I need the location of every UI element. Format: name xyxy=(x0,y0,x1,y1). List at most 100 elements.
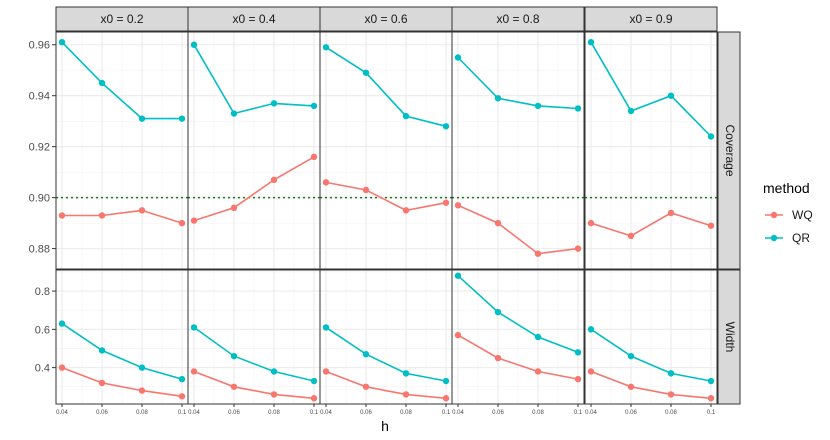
facet-panel: 0.04 0.06 0.08 0.1 xyxy=(187,269,321,416)
data-point-wq xyxy=(574,375,582,383)
data-point-wq xyxy=(667,209,675,217)
facet-strip-column xyxy=(451,6,585,32)
series-line-qr xyxy=(457,275,579,354)
data-point-wq xyxy=(230,204,238,212)
data-point-wq xyxy=(138,207,146,214)
data-point-qr xyxy=(362,69,370,76)
plot-area: x0 = 0.2 x0 = 0.4 x0 = 0.6 x0 = 0.8 x0 = 0.9… xyxy=(29,6,741,416)
data-point-qr xyxy=(362,351,370,358)
x-tick-label: 0.1 xyxy=(574,410,583,416)
data-point-qr xyxy=(494,95,502,102)
facet-panel: 0.04 0.06 0.08 0.1 xyxy=(319,269,453,416)
series-line-wq xyxy=(61,366,183,398)
data-point-qr xyxy=(270,368,278,375)
data-point-wq xyxy=(362,186,370,194)
data-point-qr xyxy=(442,123,450,130)
x-tick-label: 0.04 xyxy=(188,410,200,416)
data-point-wq xyxy=(454,331,462,339)
x-tick-label: 0.06 xyxy=(96,410,108,416)
x-tick-label: 0.08 xyxy=(665,410,677,416)
data-point-wq xyxy=(707,222,715,229)
facet-panel: 0.04 0.06 0.08 0.1 xyxy=(584,269,718,416)
x-tick-label: 0.06 xyxy=(228,410,240,416)
data-point-qr xyxy=(138,364,146,371)
facet-panel xyxy=(319,31,453,270)
facet-strip-column xyxy=(319,6,453,32)
data-point-wq xyxy=(190,217,198,224)
y-tick-label: 0.96 xyxy=(29,40,50,52)
data-point-qr xyxy=(494,308,502,316)
data-point-qr xyxy=(667,370,675,377)
data-point-wq xyxy=(442,395,450,402)
data-point-wq xyxy=(627,383,635,390)
data-point-qr xyxy=(230,110,238,117)
series-line-wq xyxy=(590,370,712,400)
legend-entry-label: WQ xyxy=(792,208,813,222)
data-point-qr xyxy=(587,38,595,46)
data-point-qr xyxy=(707,377,715,385)
data-point-qr xyxy=(190,324,198,331)
y-tick-label: 0.92 xyxy=(29,142,50,154)
data-point-wq xyxy=(707,395,715,402)
data-point-qr xyxy=(667,92,675,99)
facet-strip-column-label: x0 = 0.6 xyxy=(364,12,407,26)
series-line-qr xyxy=(193,44,315,115)
legend-key-point xyxy=(770,211,778,219)
data-point-wq xyxy=(627,232,635,240)
x-tick-label: 0.04 xyxy=(56,410,68,416)
facet-panel xyxy=(584,31,718,270)
data-point-qr xyxy=(534,102,542,110)
data-point-wq xyxy=(58,212,66,219)
facet-strip-column-label: x0 = 0.8 xyxy=(496,12,539,26)
data-point-wq xyxy=(98,379,106,387)
data-point-wq xyxy=(98,212,106,219)
data-point-wq xyxy=(270,176,278,184)
facet-strip-column xyxy=(187,6,321,32)
facet-strip-column-label: x0 = 0.4 xyxy=(232,12,275,26)
facet-panel: 0.04 0.06 0.08 0.1 xyxy=(451,269,585,416)
data-point-qr xyxy=(322,44,330,51)
data-point-wq xyxy=(402,391,410,398)
y-tick-label: 0.88 xyxy=(29,244,50,256)
data-point-wq xyxy=(138,387,146,394)
legend: method WQ QR xyxy=(763,180,813,245)
data-point-qr xyxy=(707,133,715,140)
x-tick-label: 0.08 xyxy=(136,410,148,416)
data-point-wq xyxy=(58,364,66,371)
x-tick-label: 0.04 xyxy=(452,410,464,416)
y-tick-label: 0.8 xyxy=(35,286,50,298)
x-tick-label: 0.1 xyxy=(178,410,187,416)
x-tick-label: 0.04 xyxy=(320,410,332,416)
data-point-qr xyxy=(190,41,198,48)
series-line-wq xyxy=(325,181,447,212)
facet-panel xyxy=(187,31,321,270)
data-point-qr xyxy=(178,115,186,122)
data-point-wq xyxy=(402,207,410,214)
facet-strip-row-label: Width xyxy=(723,322,737,353)
data-point-qr xyxy=(310,102,318,110)
data-point-qr xyxy=(322,324,330,331)
facet-panel xyxy=(451,31,585,270)
series-line-qr xyxy=(457,56,579,110)
data-point-qr xyxy=(98,79,106,87)
data-point-qr xyxy=(454,54,462,61)
data-point-wq xyxy=(494,354,502,362)
data-point-wq xyxy=(494,219,502,227)
data-point-qr xyxy=(574,105,582,112)
data-point-qr xyxy=(454,272,462,279)
data-point-qr xyxy=(442,377,450,385)
data-point-wq xyxy=(454,202,462,209)
series-line-qr xyxy=(590,41,712,138)
legend-entry-label: QR xyxy=(792,231,810,245)
facet-strip-column-label: x0 = 0.2 xyxy=(100,12,143,26)
x-tick-label: 0.1 xyxy=(442,410,451,416)
facet-strip-column xyxy=(584,6,718,32)
y-tick-label: 0.90 xyxy=(29,193,50,205)
data-point-qr xyxy=(402,112,410,120)
data-point-qr xyxy=(587,326,595,333)
series-line-wq xyxy=(590,212,712,237)
data-point-qr xyxy=(230,352,238,360)
series-line-wq xyxy=(193,370,315,400)
data-point-qr xyxy=(574,349,582,356)
data-point-wq xyxy=(442,199,450,206)
